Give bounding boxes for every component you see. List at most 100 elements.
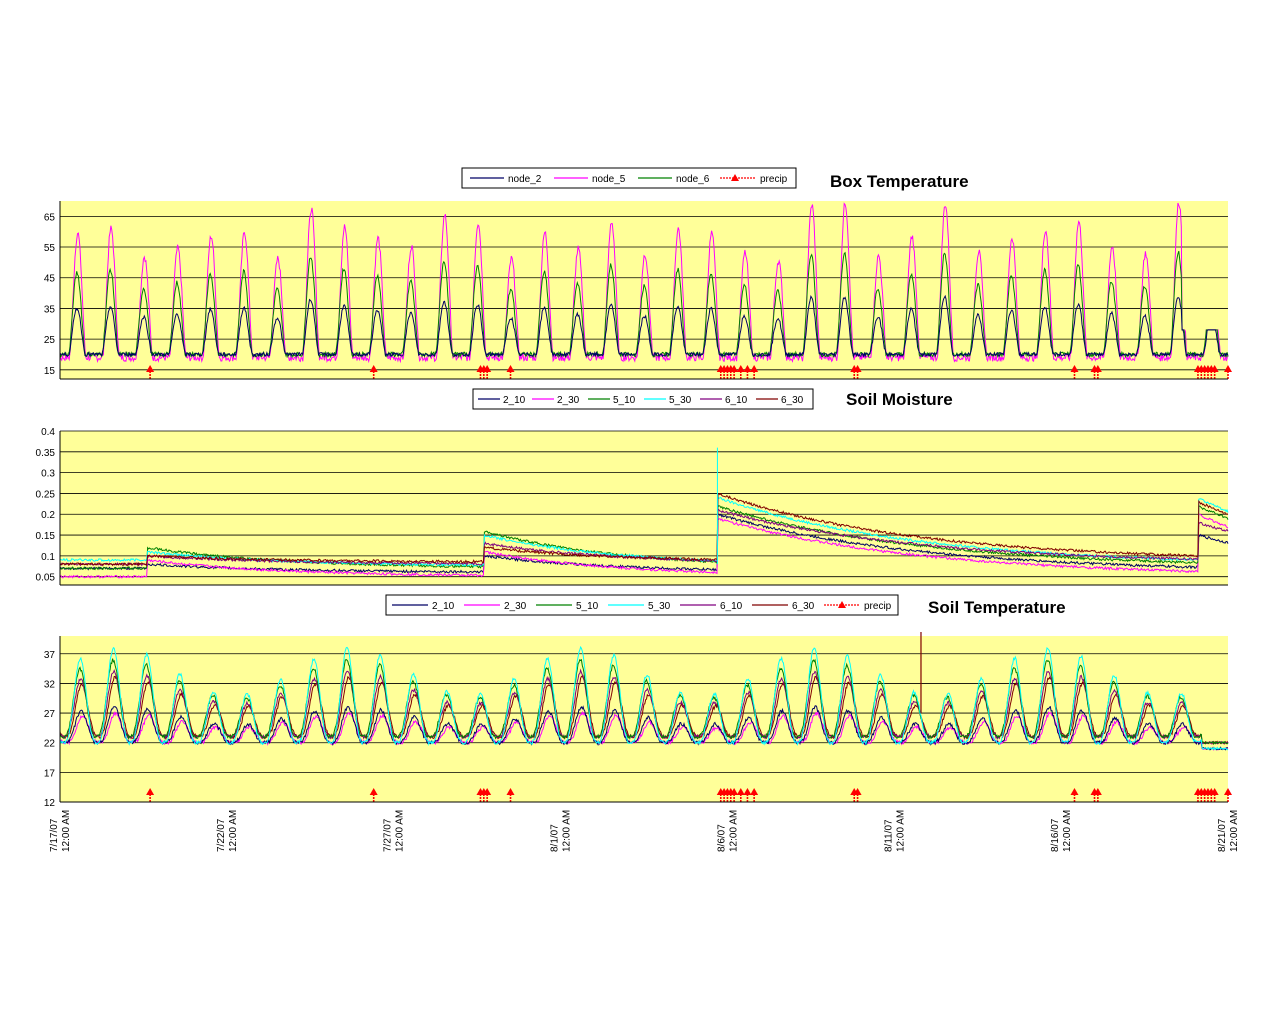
title-box-temperature: Box Temperature	[830, 172, 969, 191]
xtick-date-3: 8/1/07	[550, 824, 561, 852]
ytick-box-3: 45	[44, 274, 56, 285]
precip-marker-box-24	[1210, 365, 1219, 379]
precip-marker-box-16	[1070, 365, 1079, 379]
xtick-time-6: 12:00 AM	[1062, 810, 1073, 852]
xtick-5: 8/11/07 12:00 AM	[883, 810, 906, 852]
ytick-box-5: 65	[44, 212, 56, 223]
precip-marker-box-18	[1093, 365, 1102, 379]
series-lines-moist	[59, 447, 1229, 579]
legend-soilt-6-30: 6_30	[792, 601, 815, 612]
precip-marker-box-4	[483, 365, 492, 379]
xtick-date-4: 8/6/07	[716, 824, 727, 852]
ytick-soilt-0: 12	[44, 798, 56, 809]
precip-marker-soilt-16	[1070, 788, 1079, 802]
precip-markers-box	[146, 365, 1232, 379]
series-line-box-node-2	[59, 294, 1229, 359]
series-line-moist-6-30	[59, 493, 1229, 567]
xtick-time-3: 12:00 AM	[562, 810, 573, 852]
series-lines-soilt	[59, 632, 1229, 751]
plot-area-soilt	[60, 636, 1228, 802]
legend-soilt: 2_10 2_30 5_10 5_30 6_10 6_30 precip	[385, 594, 899, 616]
precip-marker-box-11	[736, 365, 745, 379]
precip-marker-soilt-18	[1093, 788, 1102, 802]
xtick-time-1: 12:00 AM	[228, 810, 239, 852]
legend-node-6: node_6	[676, 174, 710, 185]
series-line-moist-2-30	[59, 513, 1229, 579]
ytick-soilt-5: 37	[44, 650, 56, 661]
ytick-moist-5: 0.3	[41, 469, 55, 480]
xtick-6: 8/16/07 12:00 AM	[1050, 810, 1073, 852]
ytick-box-2: 35	[44, 304, 56, 315]
title-soil-moisture: Soil Moisture	[846, 390, 953, 409]
precip-marker-soilt-25	[1224, 788, 1232, 802]
legend-precip-soilt: precip	[864, 601, 892, 612]
xtick-date-6: 8/16/07	[1050, 818, 1061, 852]
legend-soilt-5-10: 5_10	[576, 601, 599, 612]
legend-moist-2-30: 2_30	[557, 395, 580, 406]
ytick-soilt-3: 27	[44, 709, 56, 720]
xtick-time-0: 12:00 AM	[61, 810, 72, 852]
ytick-box-0: 15	[44, 366, 56, 377]
precip-marker-box-5	[506, 365, 515, 379]
precip-marker-soilt-11	[736, 788, 745, 802]
series-lines-box	[59, 202, 1229, 364]
legend-node-5: node_5	[592, 174, 626, 185]
precip-marker-soilt-24	[1210, 788, 1219, 802]
ytick-soilt-2: 22	[44, 739, 56, 750]
xtick-1: 7/22/07 12:00 AM	[216, 810, 239, 852]
ytick-box-1: 25	[44, 335, 56, 346]
precip-markers-soilt	[146, 788, 1232, 802]
xtick-time-2: 12:00 AM	[395, 810, 406, 852]
precip-marker-box-15	[853, 365, 862, 379]
xtick-date-2: 7/27/07	[383, 818, 394, 852]
ytick-soilt-4: 32	[44, 679, 56, 690]
precip-marker-soilt-1	[369, 788, 378, 802]
series-line-soilt-2-30	[59, 710, 1229, 751]
xtick-time-7: 12:00 AM	[1229, 810, 1240, 852]
legend-moist-6-10: 6_10	[725, 395, 748, 406]
precip-marker-box-10	[730, 365, 739, 379]
precip-marker-box-0	[146, 365, 155, 379]
xtick-date-1: 7/22/07	[216, 818, 227, 852]
xtick-date-7: 8/21/07	[1217, 818, 1228, 852]
xtick-3: 8/1/07 12:00 AM	[550, 810, 573, 852]
series-line-soilt-2-10	[59, 705, 1228, 751]
x-axis-date-labels: 7/17/07 12:00 AM 7/22/07 12:00 AM 7/27/07 12:…	[49, 810, 1240, 852]
plot-area-box	[60, 201, 1228, 379]
legend-node-2: node_2	[508, 174, 542, 185]
legend-moist: 2_10 2_30 5_10 5_30 6_10 6_30	[472, 388, 814, 410]
precip-marker-box-25	[1224, 365, 1232, 379]
soil-moisture-chart: 0.05 0.1 0.15 0.2 0.25 0.3 0.35 0.4 2_10 2_30 5…	[36, 388, 1229, 586]
ytick-moist-1: 0.1	[41, 552, 55, 563]
xtick-4: 8/6/07 12:00 AM	[716, 810, 739, 852]
precip-marker-soilt-10	[730, 788, 739, 802]
legend-moist-6-30: 6_30	[781, 395, 804, 406]
legend-soilt-2-30: 2_30	[504, 601, 527, 612]
legend-soilt-6-10: 6_10	[720, 601, 743, 612]
precip-marker-soilt-12	[743, 788, 752, 802]
precip-marker-box-13	[750, 365, 759, 379]
title-soil-temperature: Soil Temperature	[928, 598, 1066, 617]
precip-marker-box-1	[369, 365, 378, 379]
xtick-2: 7/27/07 12:00 AM	[383, 810, 406, 852]
xtick-7: 8/21/07 12:00 AM	[1217, 810, 1240, 852]
precip-marker-soilt-5	[506, 788, 515, 802]
legend-moist-5-10: 5_10	[613, 395, 636, 406]
grid-box	[60, 215, 1228, 371]
precip-marker-soilt-4	[483, 788, 492, 802]
y-ticks-soilt: 12 17 22 27 32 37	[44, 650, 56, 809]
precip-marker-soilt-0	[146, 788, 155, 802]
ytick-box-4: 55	[44, 243, 56, 254]
legend-moist-5-30: 5_30	[669, 395, 692, 406]
ytick-moist-6: 0.35	[36, 448, 56, 459]
xtick-date-0: 7/17/07	[49, 818, 60, 852]
box-temperature-chart: 15 25 35 45 55 65 node_2 node_5 node_6 precip…	[44, 167, 1232, 380]
ytick-moist-4: 0.25	[36, 489, 56, 500]
xtick-date-5: 8/11/07	[883, 819, 894, 852]
xtick-time-4: 12:00 AM	[728, 810, 739, 852]
precip-marker-soilt-13	[750, 788, 759, 802]
legend-moist-2-10: 2_10	[503, 395, 526, 406]
xtick-time-5: 12:00 AM	[895, 810, 906, 852]
ytick-moist-7: 0.4	[41, 427, 55, 438]
